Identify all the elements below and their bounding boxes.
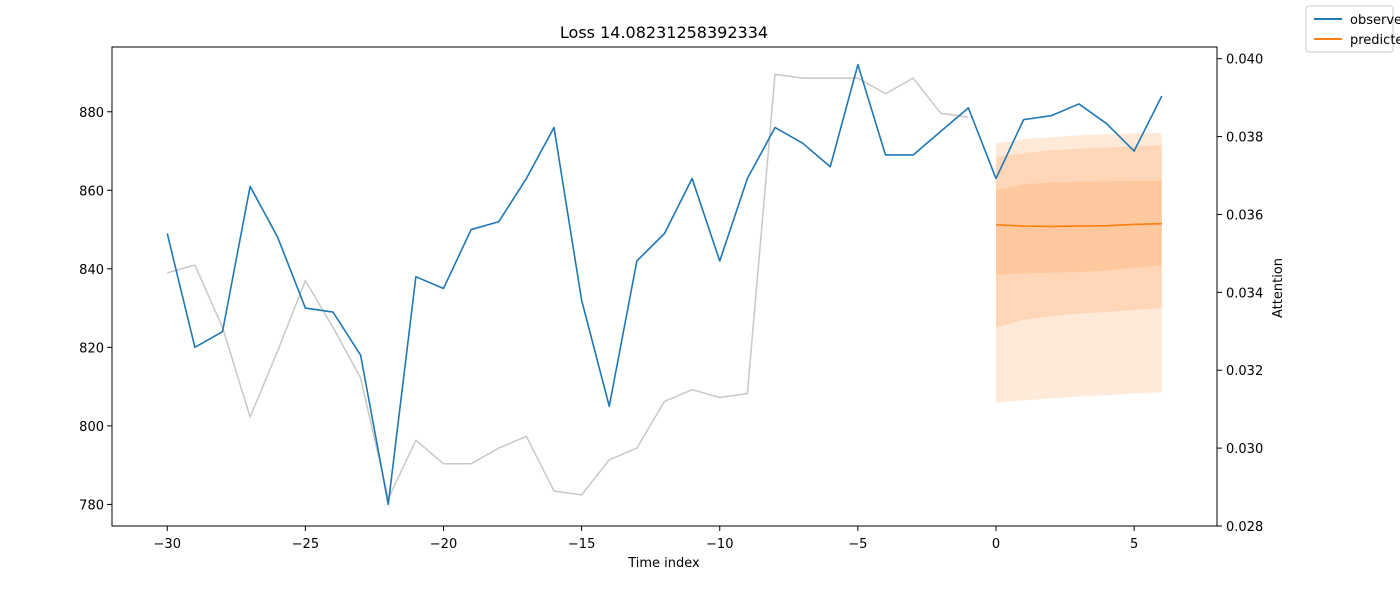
attention-line bbox=[167, 73, 969, 500]
y2-tick-label: 0.034 bbox=[1226, 286, 1263, 301]
y2-tick-label: 0.036 bbox=[1226, 208, 1263, 223]
chart-title: Loss 14.08231258392334 bbox=[560, 23, 768, 42]
x-tick-label: −15 bbox=[568, 537, 595, 552]
legend: observed predicted bbox=[1305, 5, 1400, 53]
x-tick-label: −5 bbox=[848, 537, 867, 552]
x-tick-label: −30 bbox=[154, 537, 181, 552]
x-tick-label: 0 bbox=[992, 537, 1000, 552]
y2-tick-label: 0.028 bbox=[1226, 520, 1263, 535]
y-axis-right: 0.028 0.030 0.032 0.034 0.036 0.038 0.040 bbox=[1217, 53, 1263, 535]
y2-tick-label: 0.038 bbox=[1226, 131, 1263, 146]
y-tick-label: 880 bbox=[79, 106, 104, 121]
y-tick-label: 820 bbox=[79, 341, 104, 356]
y-axis-left: 780 800 820 840 860 880 bbox=[79, 106, 112, 513]
prediction-band-inner bbox=[996, 180, 1162, 275]
x-axis-label: Time index bbox=[627, 556, 700, 571]
y-tick-label: 800 bbox=[79, 420, 104, 435]
y2-axis-label: Attention bbox=[1271, 258, 1286, 318]
y2-tick-label: 0.032 bbox=[1226, 364, 1263, 379]
y-tick-label: 860 bbox=[79, 184, 104, 199]
legend-frame bbox=[1305, 5, 1394, 53]
predicted-series bbox=[995, 222, 1162, 228]
legend-label-observed: observed bbox=[1350, 13, 1400, 28]
observed-line bbox=[166, 63, 1163, 506]
attention-series bbox=[167, 73, 969, 500]
observed-series bbox=[166, 63, 1163, 506]
y-tick-label: 840 bbox=[79, 263, 104, 278]
legend-label-predicted: predicted bbox=[1350, 33, 1400, 48]
x-tick-label: 5 bbox=[1130, 537, 1138, 552]
x-tick-label: −20 bbox=[430, 537, 457, 552]
y2-tick-label: 0.030 bbox=[1226, 442, 1263, 457]
x-axis: −30 −25 −20 −15 −10 −5 0 5 bbox=[154, 526, 1138, 552]
y-tick-label: 780 bbox=[79, 498, 104, 513]
prediction-bands bbox=[996, 132, 1162, 403]
x-tick-label: −25 bbox=[292, 537, 319, 552]
y2-tick-label: 0.040 bbox=[1226, 53, 1263, 68]
predicted-line bbox=[995, 222, 1162, 228]
x-tick-label: −10 bbox=[706, 537, 733, 552]
plot-area-frame bbox=[111, 46, 1218, 527]
